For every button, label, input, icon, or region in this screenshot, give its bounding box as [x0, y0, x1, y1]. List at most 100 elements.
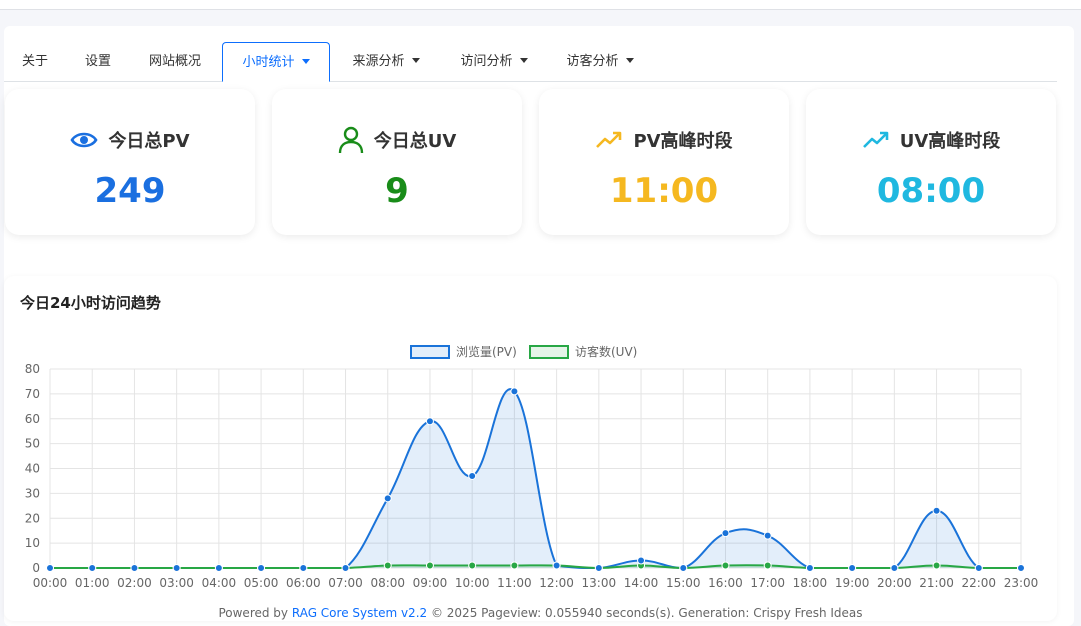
user-icon: [338, 126, 374, 154]
tab-7[interactable]: 访客分析: [548, 42, 652, 81]
series-2-point: [510, 561, 519, 570]
series-1-point: [974, 564, 983, 572]
x-tick-label: 09:00: [413, 576, 448, 590]
stat-card-header: PV高峰时段: [539, 125, 789, 155]
caret-down-icon: [519, 58, 528, 63]
chart-title: 今日24小时访问趋势: [20, 294, 161, 312]
tab-label: 网站概况: [148, 54, 201, 69]
series-1-point: [130, 564, 139, 572]
series-1-point: [721, 529, 730, 538]
footer: Powered by RAG Core System v2.2 © 2025 P…: [0, 606, 1081, 620]
x-tick-label: 14:00: [624, 576, 659, 590]
stat-card-title: 今日总PV: [108, 131, 190, 152]
stat-card-4: UV高峰时段 08:00: [806, 89, 1056, 235]
stat-card-1: 今日总PV 249: [5, 89, 255, 235]
eye-icon: [70, 130, 108, 150]
tab-5[interactable]: 来源分析: [334, 42, 438, 81]
x-tick-label: 02:00: [117, 576, 152, 590]
series-1-point: [679, 564, 688, 572]
x-tick-label: 23:00: [1004, 576, 1039, 590]
trend-up-icon: [862, 130, 900, 150]
stat-card-value: 08:00: [876, 171, 986, 211]
series-1-point: [172, 564, 181, 572]
x-tick-label: 08:00: [370, 576, 405, 590]
series-1-point: [890, 564, 899, 572]
y-tick-label: 40: [25, 462, 40, 476]
series-1-point: [805, 564, 814, 572]
series-1-point: [932, 506, 941, 515]
tab-label: 设置: [84, 54, 111, 69]
series-2-area: [50, 565, 1021, 568]
stat-card-title: UV高峰时段: [899, 131, 1001, 152]
stat-card-header: UV高峰时段: [806, 125, 1056, 155]
caret-down-icon: [301, 59, 310, 64]
series-1-point: [510, 387, 519, 396]
footer-link[interactable]: RAG Core System v2.2: [291, 606, 428, 620]
stat-card-header: 今日总UV: [272, 125, 522, 155]
x-tick-label: 03:00: [159, 576, 194, 590]
tab-label: 访问分析: [460, 54, 513, 69]
caret-down-icon: [411, 58, 420, 63]
stat-card-2: 今日总UV 9: [272, 89, 522, 235]
y-tick-label: 70: [25, 387, 40, 401]
series-2-point: [932, 561, 941, 570]
x-tick-label: 21:00: [919, 576, 954, 590]
tab-label: 访客分析: [566, 54, 619, 69]
x-tick-label: 07:00: [328, 576, 363, 590]
stat-card-value: 9: [385, 171, 409, 211]
x-tick-label: 05:00: [244, 576, 279, 590]
series-1-area: [50, 389, 1021, 568]
legend-swatch-2: [529, 345, 569, 359]
caret-down-icon: [625, 58, 634, 63]
x-tick-label: 11:00: [497, 576, 532, 590]
series-2-point: [425, 561, 434, 570]
series-1-point: [383, 494, 392, 503]
tab-label: 小时统计: [242, 55, 295, 70]
stat-card-title: 今日总UV: [373, 131, 457, 152]
tab-6[interactable]: 访问分析: [442, 42, 546, 81]
top-bar: [0, 0, 1081, 10]
y-tick-label: 50: [25, 437, 40, 451]
series-1-point: [257, 564, 266, 572]
x-tick-label: 01:00: [75, 576, 110, 590]
x-tick-label: 12:00: [539, 576, 574, 590]
x-tick-label: 20:00: [877, 576, 912, 590]
y-tick-label: 10: [25, 536, 40, 550]
x-tick-label: 16:00: [708, 576, 743, 590]
y-tick-label: 20: [25, 511, 40, 525]
x-tick-label: 04:00: [202, 576, 237, 590]
y-tick-label: 60: [25, 412, 40, 426]
tab-label: 来源分析: [352, 54, 405, 69]
trend-up-icon: [595, 130, 633, 150]
tab-1[interactable]: 关于: [4, 42, 66, 81]
x-tick-label: 22:00: [961, 576, 996, 590]
x-tick-label: 17:00: [750, 576, 785, 590]
x-tick-label: 19:00: [835, 576, 870, 590]
footer-prefix: Powered by: [218, 606, 292, 620]
tab-4[interactable]: 小时统计: [222, 42, 330, 82]
footer-rest: © 2025 Pageview: 0.055940 seconds(s). Ge…: [427, 606, 863, 620]
x-tick-label: 18:00: [793, 576, 828, 590]
tab-3[interactable]: 网站概况: [132, 42, 218, 81]
tab-2[interactable]: 设置: [68, 42, 128, 81]
series-1-point: [341, 564, 350, 572]
series-1-point: [214, 564, 223, 572]
x-tick-label: 06:00: [286, 576, 321, 590]
x-tick-label: 00:00: [33, 576, 68, 590]
series-1-point: [425, 417, 434, 426]
legend-label-2: 访客数(UV): [575, 344, 637, 359]
series-1-point: [637, 556, 646, 565]
y-tick-label: 0: [32, 561, 40, 575]
nav-tabs: 关于 设置 网站概况 小时统计 来源分析 访问分析 访客分析: [4, 42, 1057, 82]
series-1-point: [552, 561, 561, 570]
legend-label-1: 浏览量(PV): [456, 344, 517, 359]
x-tick-label: 10:00: [455, 576, 490, 590]
x-tick-label: 15:00: [666, 576, 701, 590]
series-2-point: [383, 561, 392, 570]
stat-card-value: 249: [94, 171, 166, 211]
stat-card-title: PV高峰时段: [633, 131, 733, 152]
x-tick-label: 13:00: [582, 576, 617, 590]
series-2-point: [468, 561, 477, 570]
series-1-point: [848, 564, 857, 572]
